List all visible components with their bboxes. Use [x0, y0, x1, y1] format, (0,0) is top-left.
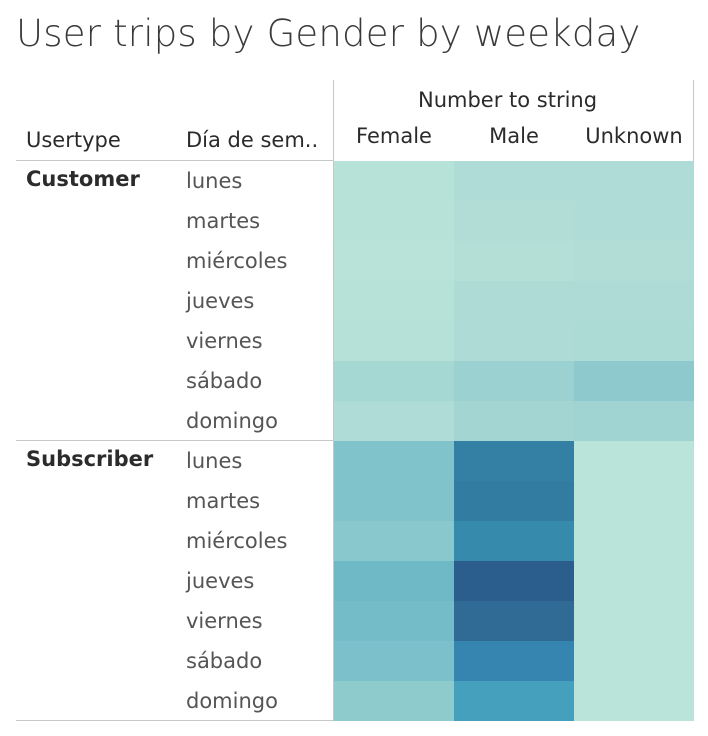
heatmap-cell[interactable]	[454, 441, 574, 481]
heatmap-cell[interactable]	[334, 681, 454, 721]
heatmap-cell[interactable]	[454, 561, 574, 601]
group-label-customer: Customer	[26, 167, 140, 191]
heatmap-cell[interactable]	[454, 361, 574, 401]
heatmap-cell[interactable]	[454, 601, 574, 641]
row-label: sábado	[186, 649, 263, 673]
row-label: martes	[186, 489, 261, 513]
heatmap-cell[interactable]	[334, 481, 454, 521]
chart-title: User trips by Gender by weekday	[16, 12, 641, 55]
heatmap-cell[interactable]	[334, 161, 454, 201]
row-label: jueves	[186, 289, 255, 313]
grid-line-vertical-right	[693, 80, 694, 162]
heatmap-cell[interactable]	[334, 281, 454, 321]
heatmap-cell[interactable]	[334, 601, 454, 641]
heatmap-cell[interactable]	[334, 521, 454, 561]
heatmap-cell[interactable]	[454, 401, 574, 441]
heatmap-cell[interactable]	[334, 201, 454, 241]
heatmap-cell[interactable]	[334, 321, 454, 361]
heatmap-cell[interactable]	[454, 201, 574, 241]
heatmap-cell[interactable]	[454, 681, 574, 721]
column-group-header: Number to string	[418, 88, 598, 112]
heatmap-cell[interactable]	[334, 241, 454, 281]
grid-line-group-divider	[16, 440, 334, 441]
heatmap-cell[interactable]	[334, 401, 454, 441]
heatmap-cell[interactable]	[454, 481, 574, 521]
row-label: lunes	[186, 169, 243, 193]
column-header-unknown: Unknown	[585, 124, 683, 148]
heatmap-cell[interactable]	[454, 281, 574, 321]
heatmap-cell[interactable]	[574, 441, 694, 481]
row-label: martes	[186, 209, 261, 233]
heatmap-cell[interactable]	[454, 521, 574, 561]
heatmap-cell[interactable]	[454, 641, 574, 681]
row-label: miércoles	[186, 529, 288, 553]
heatmap-cell[interactable]	[334, 641, 454, 681]
heatmap-cell[interactable]	[454, 161, 574, 201]
column-header-male: Male	[489, 124, 539, 148]
heatmap-cell[interactable]	[574, 641, 694, 681]
heatmap-cell[interactable]	[574, 561, 694, 601]
heatmap-cell[interactable]	[574, 401, 694, 441]
heatmap-cell[interactable]	[574, 601, 694, 641]
row-label: domingo	[186, 409, 278, 433]
heatmap-cell[interactable]	[454, 241, 574, 281]
column-header-female: Female	[356, 124, 432, 148]
heatmap-cell[interactable]	[574, 361, 694, 401]
row-label: sábado	[186, 369, 263, 393]
row-label: viernes	[186, 329, 263, 353]
weekday-header: Día de sem..	[186, 128, 319, 152]
row-label: miércoles	[186, 249, 288, 273]
grid-line-bottom	[16, 720, 334, 721]
row-label: jueves	[186, 569, 255, 593]
row-label: viernes	[186, 609, 263, 633]
heatmap-cell[interactable]	[574, 161, 694, 201]
row-label: domingo	[186, 689, 278, 713]
row-label: lunes	[186, 449, 243, 473]
heatmap-cell[interactable]	[574, 201, 694, 241]
grid-line-header-bottom	[16, 160, 334, 161]
heatmap-cell[interactable]	[574, 281, 694, 321]
usertype-header: Usertype	[26, 128, 121, 152]
grid-line-vertical-left	[333, 80, 334, 720]
group-label-subscriber: Subscriber	[26, 447, 154, 471]
heatmap-cell[interactable]	[334, 561, 454, 601]
heatmap-cell[interactable]	[574, 481, 694, 521]
heatmap-cell[interactable]	[454, 321, 574, 361]
heatmap-cell[interactable]	[574, 521, 694, 561]
heatmap-cell[interactable]	[334, 361, 454, 401]
heatmap-cell[interactable]	[574, 241, 694, 281]
heatmap-cell[interactable]	[574, 681, 694, 721]
heatmap-cell[interactable]	[334, 441, 454, 481]
heatmap-cell[interactable]	[574, 321, 694, 361]
